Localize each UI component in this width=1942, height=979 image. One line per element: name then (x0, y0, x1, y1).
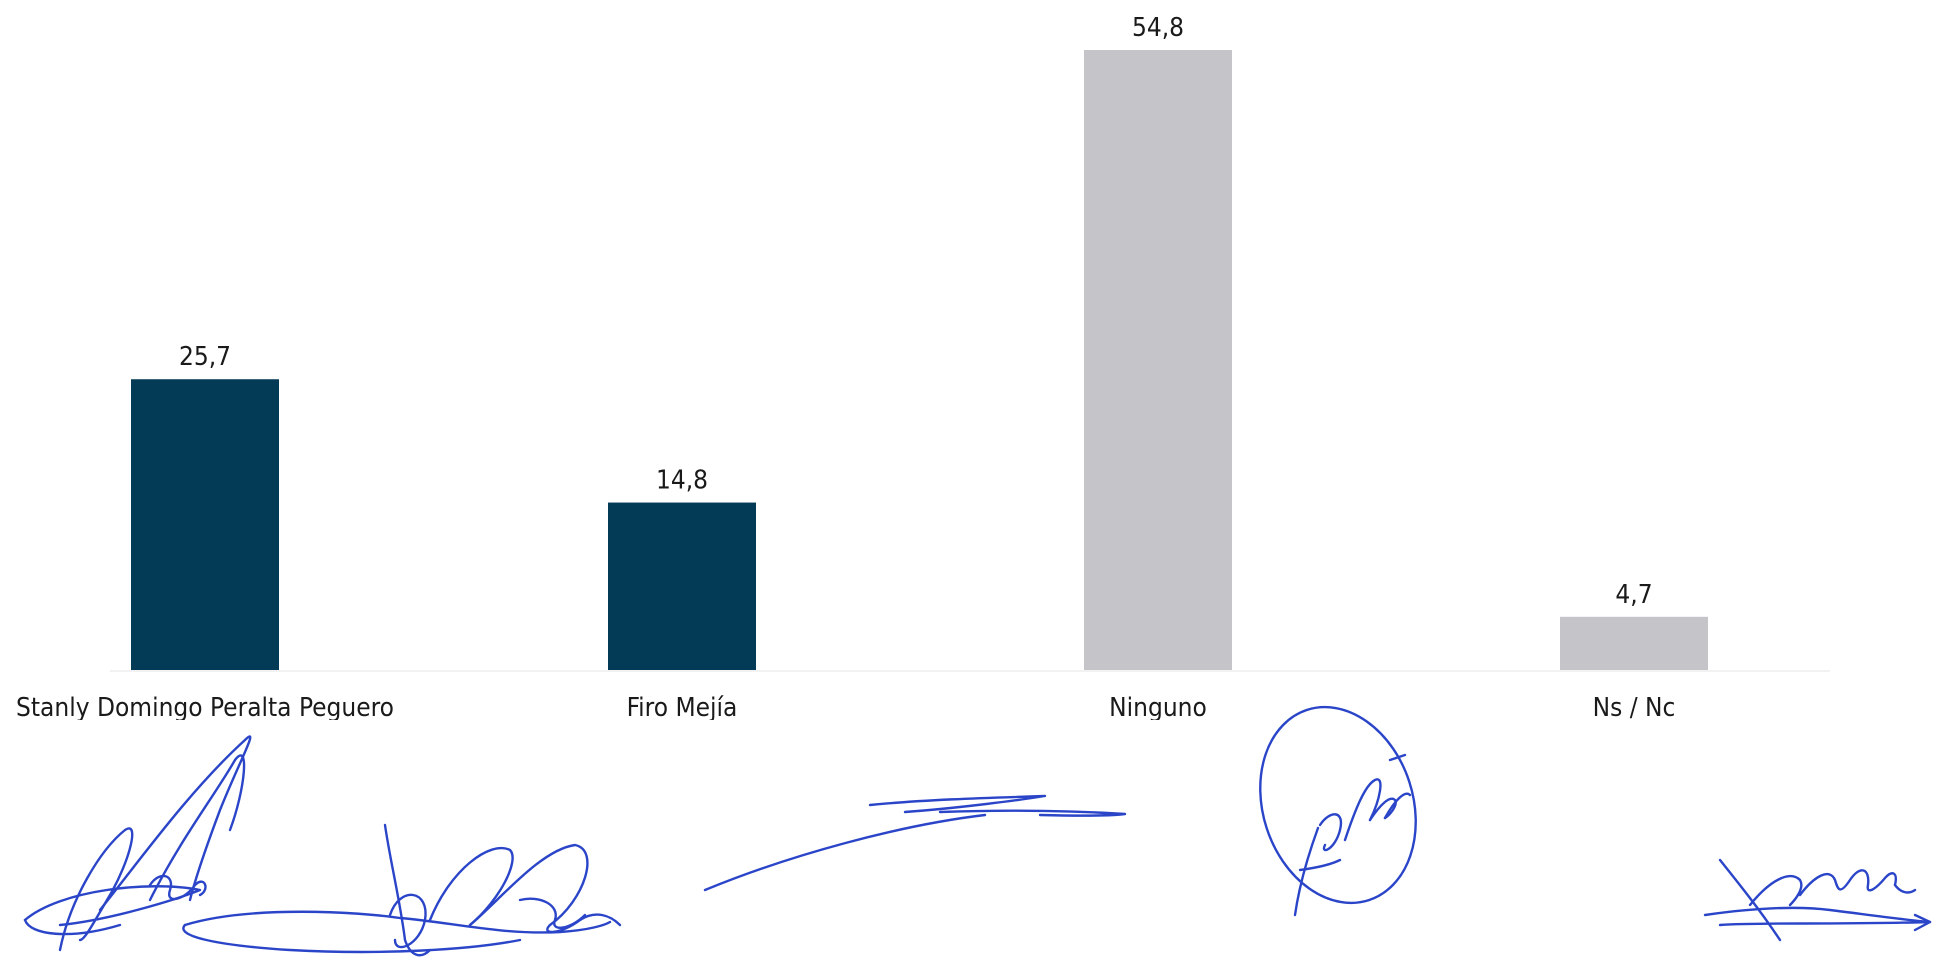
category-label-ns-nc: Ns / Nc (1593, 693, 1676, 720)
signature-1-icon (23, 735, 252, 952)
bar-firo-mejia (608, 502, 756, 670)
category-label-stanly-domingo-peralta-peguero: Stanly Domingo Peralta Peguero (16, 693, 394, 720)
bar-stanly-domingo-peralta-peguero (131, 379, 279, 670)
signatures-area (0, 700, 1942, 975)
value-label-firo-mejia: 14,8 (656, 466, 708, 496)
value-label-stanly-domingo-peralta-peguero: 25,7 (179, 342, 231, 372)
category-label-ninguno: Ninguno (1109, 693, 1207, 720)
chart-canvas: 25,7 Stanly Domingo Peralta Peguero 14,8 Fi… (16, 13, 1830, 720)
signature-2-icon (182, 823, 622, 957)
value-label-ns-nc: 4,7 (1615, 580, 1652, 610)
bar-ninguno (1084, 50, 1232, 670)
signature-4-icon (1259, 705, 1417, 917)
category-label-firo-mejia: Firo Mejía (627, 693, 738, 720)
value-label-ninguno: 54,8 (1132, 13, 1184, 43)
bar-chart: 25,7 Stanly Domingo Peralta Peguero 14,8 Fi… (16, 13, 1830, 720)
bar-ns-nc (1560, 616, 1708, 670)
signature-3-icon (703, 794, 1127, 892)
signature-5-icon (1703, 858, 1932, 942)
